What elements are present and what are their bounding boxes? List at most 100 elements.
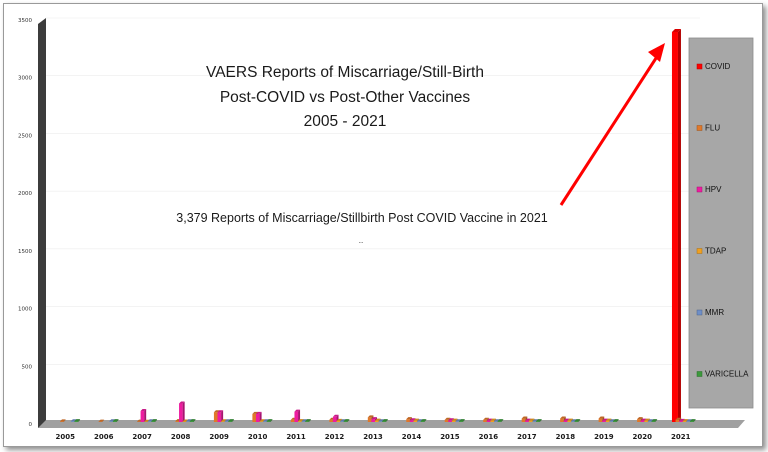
bar-side [655, 419, 658, 422]
bar-front [494, 421, 498, 422]
chart-walls [38, 18, 745, 428]
bar-varicella-2020 [651, 419, 658, 422]
bar-front [175, 421, 180, 422]
bar-top [459, 419, 465, 422]
bar-top [60, 419, 66, 422]
bar-front [451, 420, 456, 422]
bar-front [679, 420, 683, 422]
bar-varicella-2017 [536, 419, 542, 422]
bar-front [298, 421, 302, 422]
bar-front [413, 420, 418, 422]
x-tick-label: 2014 [402, 433, 422, 441]
bar-front [290, 419, 295, 422]
bar-front [336, 420, 341, 422]
bar-front [444, 419, 449, 422]
bar-top [305, 419, 311, 422]
bar-front [367, 417, 372, 422]
bar-front [189, 421, 194, 422]
bar-front [151, 421, 155, 422]
legend: COVID FLU HPV TDAP MMR VARICELLA [688, 37, 754, 409]
bar-top [213, 410, 220, 413]
bar-front [455, 421, 460, 422]
bar-front [252, 413, 256, 422]
side-wall [38, 18, 46, 428]
bar-side [462, 419, 465, 422]
legend-swatch [696, 63, 703, 70]
bar-front [60, 421, 64, 422]
bar-top [528, 418, 535, 421]
bar-top [448, 418, 454, 421]
bar-front [644, 420, 648, 422]
bar-top [252, 411, 258, 414]
legend-swatch [696, 125, 703, 131]
bar-varicella-2013 [382, 419, 388, 422]
bar-top [255, 411, 262, 414]
legend-label: HPV [705, 185, 722, 194]
bar-front [459, 421, 463, 422]
bar-top [451, 418, 458, 421]
bar-top [605, 418, 612, 421]
bar-varicella-2012 [343, 419, 350, 422]
bar-top [525, 418, 531, 421]
bar-hpv-2007 [140, 409, 147, 422]
bars [60, 28, 696, 422]
bar-top [70, 419, 77, 422]
bar-top [336, 418, 343, 421]
bar-front [567, 420, 571, 422]
bar-top [455, 419, 462, 422]
legend-swatch [696, 309, 703, 316]
bar-front [263, 421, 267, 422]
back-wall [46, 18, 700, 422]
bar-front [420, 421, 425, 422]
bar-top [186, 419, 192, 422]
bar-front [675, 419, 680, 422]
bar-front [448, 420, 452, 422]
bar-hpv-2009 [217, 410, 224, 422]
bar-side [221, 410, 224, 422]
bar-front [613, 421, 617, 422]
bar-front [532, 421, 537, 422]
bar-top [112, 419, 119, 422]
legend-swatch [696, 248, 703, 254]
bar-top [598, 416, 605, 419]
bar-top [536, 419, 542, 422]
bar-side [539, 419, 542, 422]
bar-top [651, 419, 658, 422]
bar-front [294, 411, 299, 422]
chart-title: VAERS Reports of Miscarriage/Still-Birth… [206, 64, 484, 130]
bar-front [563, 420, 568, 422]
x-axis: 2005 2006 2007 2008 2009 2010 2011 2012 2013 2014… [55, 433, 690, 441]
bar-varicella-2006 [112, 419, 119, 422]
bar-front [497, 421, 502, 422]
legend-item-covid: COVID [696, 62, 731, 71]
bar-varicella-2021 [689, 419, 696, 422]
bar-top [637, 417, 643, 420]
legend-item-hpv: HPV [696, 185, 722, 194]
x-tick-label: 2008 [171, 433, 191, 441]
bar-top [609, 419, 616, 422]
y-tick-label: 0 [29, 422, 33, 428]
bar-varicella-2005 [74, 419, 81, 422]
bar-front [305, 421, 309, 422]
x-tick-label: 2018 [556, 433, 576, 441]
bar-top [675, 417, 682, 420]
legend-item-mmr: MMR [696, 308, 724, 317]
x-tick-label: 2019 [594, 433, 614, 441]
bar-top [332, 414, 339, 417]
bar-front [483, 419, 487, 422]
bar-side [63, 419, 66, 422]
bar-hpv-2011 [294, 409, 301, 422]
bar-side [116, 419, 119, 422]
bar-top [109, 419, 115, 422]
bar-top [301, 419, 308, 422]
bar-side [424, 419, 427, 422]
bar-top [532, 419, 539, 422]
y-tick-label: 3500 [18, 18, 32, 24]
bar-top [182, 419, 189, 422]
annotation-arrow [559, 43, 665, 206]
bar-top [259, 419, 266, 422]
bar-front [343, 421, 348, 422]
bar-top [490, 418, 497, 421]
bar-top [679, 418, 685, 421]
bar-top [224, 419, 231, 422]
